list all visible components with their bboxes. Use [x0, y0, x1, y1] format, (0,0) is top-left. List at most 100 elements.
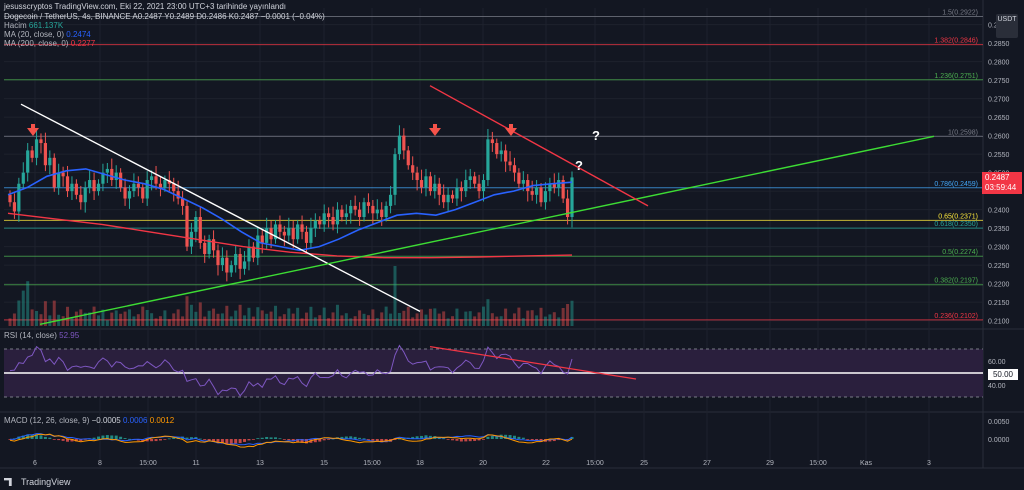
candle-body [185, 205, 189, 247]
candle-body [61, 172, 65, 177]
volume-bar [79, 309, 83, 326]
candle-body [52, 157, 56, 188]
volume-bar [225, 305, 229, 326]
x-tick-label: 29 [766, 460, 774, 467]
y-tick-label: 0.2550 [988, 152, 1010, 159]
candle-body [198, 217, 202, 243]
candle-body [70, 183, 74, 192]
y-tick-label: 0.2150 [988, 300, 1010, 307]
candle-body [256, 235, 260, 258]
macd-histogram-bar [397, 438, 401, 440]
volume-bar [437, 313, 441, 326]
candle-body [105, 168, 109, 173]
volume-bar [358, 310, 362, 326]
volume-bar [181, 316, 185, 326]
x-tick-label: 8 [98, 460, 102, 467]
macd-histogram-bar [473, 439, 477, 441]
volume-bar [486, 299, 490, 326]
candle-body [88, 180, 92, 188]
candle-body [287, 228, 291, 236]
macd-histogram-bar [508, 435, 512, 439]
candle-body [211, 239, 216, 251]
candle-body [39, 139, 43, 144]
macd-histogram-bar [539, 439, 543, 442]
macd-histogram-bar [119, 436, 123, 439]
candle-body [433, 183, 437, 192]
y-tick-label: 0.2400 [988, 208, 1010, 215]
volume-bar [446, 318, 450, 326]
volume-bar [194, 311, 198, 326]
volume-bar [539, 307, 543, 326]
candle-body [300, 224, 304, 232]
currency-badge[interactable]: USDT [996, 14, 1018, 38]
y-tick-label: 0.2850 [988, 41, 1010, 48]
volume-bar [397, 313, 401, 326]
x-tick-label: 15 [320, 460, 328, 467]
volume-bar [234, 310, 238, 326]
volume-bar [331, 312, 335, 326]
macd-histogram-bar [526, 439, 530, 440]
tradingview-logo[interactable]: TradingView [4, 477, 71, 487]
y-tick-label: 0.2650 [988, 115, 1010, 122]
candle-body [180, 198, 185, 206]
volume-bar [287, 308, 291, 326]
candle-body [437, 183, 441, 195]
candle-body [194, 217, 198, 232]
macd-histogram-bar [12, 438, 16, 440]
x-tick-label: Kas [860, 460, 873, 467]
candle-body [353, 205, 357, 210]
macd-histogram-bar [35, 434, 39, 439]
macd-histogram-bar [411, 436, 415, 439]
legend-main: Dogecoin / TetherUS, 4s, BINANCE A0.2487… [4, 12, 325, 21]
macd-histogram-bar [225, 439, 229, 445]
volume-bar [380, 312, 384, 326]
x-tick-label: 13 [256, 460, 264, 467]
volume-bar [21, 290, 25, 326]
candle-body [309, 228, 313, 243]
candle-body [127, 191, 132, 199]
volume-bar [543, 316, 547, 326]
symbol-name[interactable]: Dogecoin / TetherUS, 4s, BINANCE [4, 12, 131, 21]
macd-histogram-bar [362, 438, 366, 440]
macd-histogram-bar [207, 439, 211, 441]
rsi-label: RSI (14, close) [4, 331, 57, 340]
volume-bar [442, 311, 446, 326]
volume-bar [243, 315, 247, 326]
macd-histogram-bar [43, 436, 47, 439]
macd-histogram-bar [114, 435, 118, 439]
volume-bar [499, 316, 503, 326]
x-tick-label: 15:00 [363, 460, 381, 467]
macd-histogram-bar [380, 439, 384, 443]
macd-histogram-bar [481, 439, 485, 440]
volume-bar [530, 310, 534, 326]
candle-body [406, 150, 410, 166]
candle-body [8, 194, 12, 203]
y-tick-label: 0.2100 [988, 319, 1010, 326]
volume-bar [256, 307, 260, 326]
volume-bar [464, 311, 468, 326]
trendline-white [20, 103, 421, 312]
x-tick-label: 15:00 [586, 460, 604, 467]
volume-bar [375, 318, 379, 326]
candle-body [486, 139, 490, 181]
macd-histogram-bar [486, 436, 490, 439]
volume-bar [260, 310, 264, 326]
macd-histogram-bar [265, 436, 269, 439]
candle-body [238, 254, 242, 269]
candle-body [340, 209, 344, 218]
candle-body [508, 161, 512, 166]
candle-body [450, 194, 455, 199]
macd-histogram-bar [415, 436, 419, 439]
candle-body [411, 165, 415, 173]
trendline-red [429, 85, 649, 207]
legend-ma200: MA (200, close, 0) 0.2277 [4, 39, 95, 48]
macd-histogram-bar [358, 437, 362, 439]
volume-bar [269, 311, 273, 326]
volume-bar [526, 310, 530, 326]
last-price-value: 0.2487 [985, 173, 1010, 182]
macd-histogram-bar [521, 437, 525, 439]
candle-body [282, 231, 286, 236]
volume-bar [97, 315, 101, 326]
down-arrow-icon [27, 124, 39, 136]
